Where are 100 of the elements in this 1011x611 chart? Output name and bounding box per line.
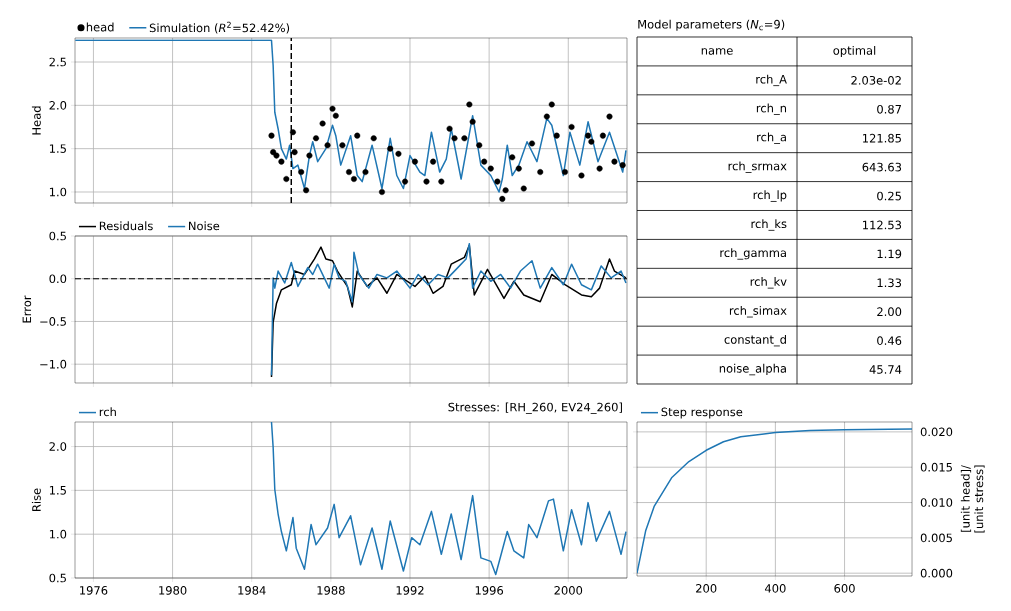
point (469, 118, 476, 125)
point (476, 142, 483, 149)
point (588, 138, 595, 145)
x-tick-label: 400 (764, 584, 786, 593)
point (291, 149, 298, 156)
x-tick-label: 1976 (80, 586, 108, 595)
text: 121.85 (863, 133, 901, 143)
point (606, 113, 613, 120)
category-label: rch_simax (729, 305, 787, 318)
point (270, 149, 277, 156)
point (520, 185, 527, 192)
point (461, 135, 468, 142)
point (509, 154, 516, 161)
y-tick-label: 2.0 (49, 100, 67, 110)
point (481, 158, 488, 165)
point (324, 142, 331, 149)
text: 0.87 (877, 104, 901, 114)
category-label: rch_srmax (728, 161, 787, 173)
y-tick-label: 2.0 (49, 442, 67, 451)
point (278, 158, 285, 165)
text: Model parameters (N$_{c}$=9) (638, 19, 785, 31)
point (283, 175, 290, 182)
text: 112.53 (863, 220, 902, 230)
y-tick-label: 1.0 (49, 529, 67, 539)
point (298, 169, 305, 176)
category-label: noise_alpha (719, 363, 786, 376)
y-axis-title: Error (22, 295, 32, 323)
text: 45.74 (869, 365, 902, 374)
point (378, 188, 385, 195)
point (387, 145, 394, 152)
point (537, 169, 544, 176)
category-label: rch_lp (753, 190, 787, 202)
text: name (701, 48, 733, 55)
point (438, 178, 445, 185)
legend-label: Simulation (R$^{2}$=52.42%) (149, 21, 290, 34)
point (585, 132, 592, 139)
point (502, 187, 509, 194)
legend-label: Noise (189, 221, 220, 231)
point (411, 158, 418, 165)
point (339, 142, 346, 149)
x-tick-label: 1996 (475, 586, 504, 595)
point (499, 195, 506, 202)
category-label: constant_d (724, 334, 786, 347)
point (494, 178, 501, 185)
x-tick-label: 1988 (317, 586, 345, 595)
point (306, 152, 313, 159)
y-axis-title: Head (31, 106, 41, 135)
text: 1.33 (877, 278, 902, 288)
y-tick-label: −1.0 (40, 359, 67, 369)
point (319, 120, 326, 127)
y-tick-label: 1.0 (49, 187, 67, 197)
y-tick-label: 1.5 (49, 486, 66, 495)
point (402, 178, 409, 185)
chart-title: Stresses: [RH_260, EV24_260] (448, 402, 622, 414)
text: 643.63 (862, 162, 902, 172)
legend-label: rch (99, 407, 116, 417)
y-tick-label: 0.010 (920, 498, 953, 507)
point (313, 135, 320, 142)
y-tick-label: 2.5 (49, 57, 66, 67)
x-tick-label: 1992 (396, 586, 424, 595)
point (611, 158, 618, 165)
text: optimal (833, 45, 876, 58)
point (354, 132, 361, 139)
y-tick-label: 0.5 (49, 231, 66, 241)
point (487, 165, 494, 172)
point (561, 169, 568, 176)
point (289, 129, 296, 136)
legend-label: Residuals (99, 221, 153, 231)
point (568, 123, 575, 130)
text: 2.00 (877, 307, 902, 317)
x-tick-label: 1984 (238, 586, 266, 595)
point (350, 175, 357, 182)
point (451, 135, 458, 142)
y-tick-label: 0.5 (49, 573, 66, 583)
category-label: rch_kv (750, 277, 787, 289)
y-axis-title: [unit head]/ [unit stress] (960, 465, 985, 533)
point (599, 132, 606, 139)
y-tick-label: 0.005 (920, 533, 952, 543)
y-tick-label: 0.000 (920, 568, 953, 578)
x-tick-label: 600 (834, 584, 855, 593)
y-axis-title: Rise (31, 488, 41, 511)
line-series (270, 422, 627, 576)
point (578, 172, 585, 179)
x-tick-label: 1980 (159, 586, 187, 595)
y-tick-label: 1.5 (49, 144, 66, 153)
point (446, 125, 453, 132)
point (596, 165, 603, 172)
point (303, 187, 310, 194)
point (370, 135, 377, 142)
y-tick-label: −0.5 (40, 317, 66, 326)
text: 0.46 (877, 336, 902, 345)
point (345, 169, 352, 176)
category-label: rch_gamma (720, 248, 786, 260)
x-tick-label: 200 (696, 584, 717, 593)
y-tick-label: 0.015 (920, 462, 952, 472)
point (395, 150, 402, 157)
point (529, 140, 535, 147)
point (515, 165, 522, 172)
text: 2.03e-02 (851, 76, 901, 85)
y-tick-label: 0.020 (920, 427, 953, 437)
